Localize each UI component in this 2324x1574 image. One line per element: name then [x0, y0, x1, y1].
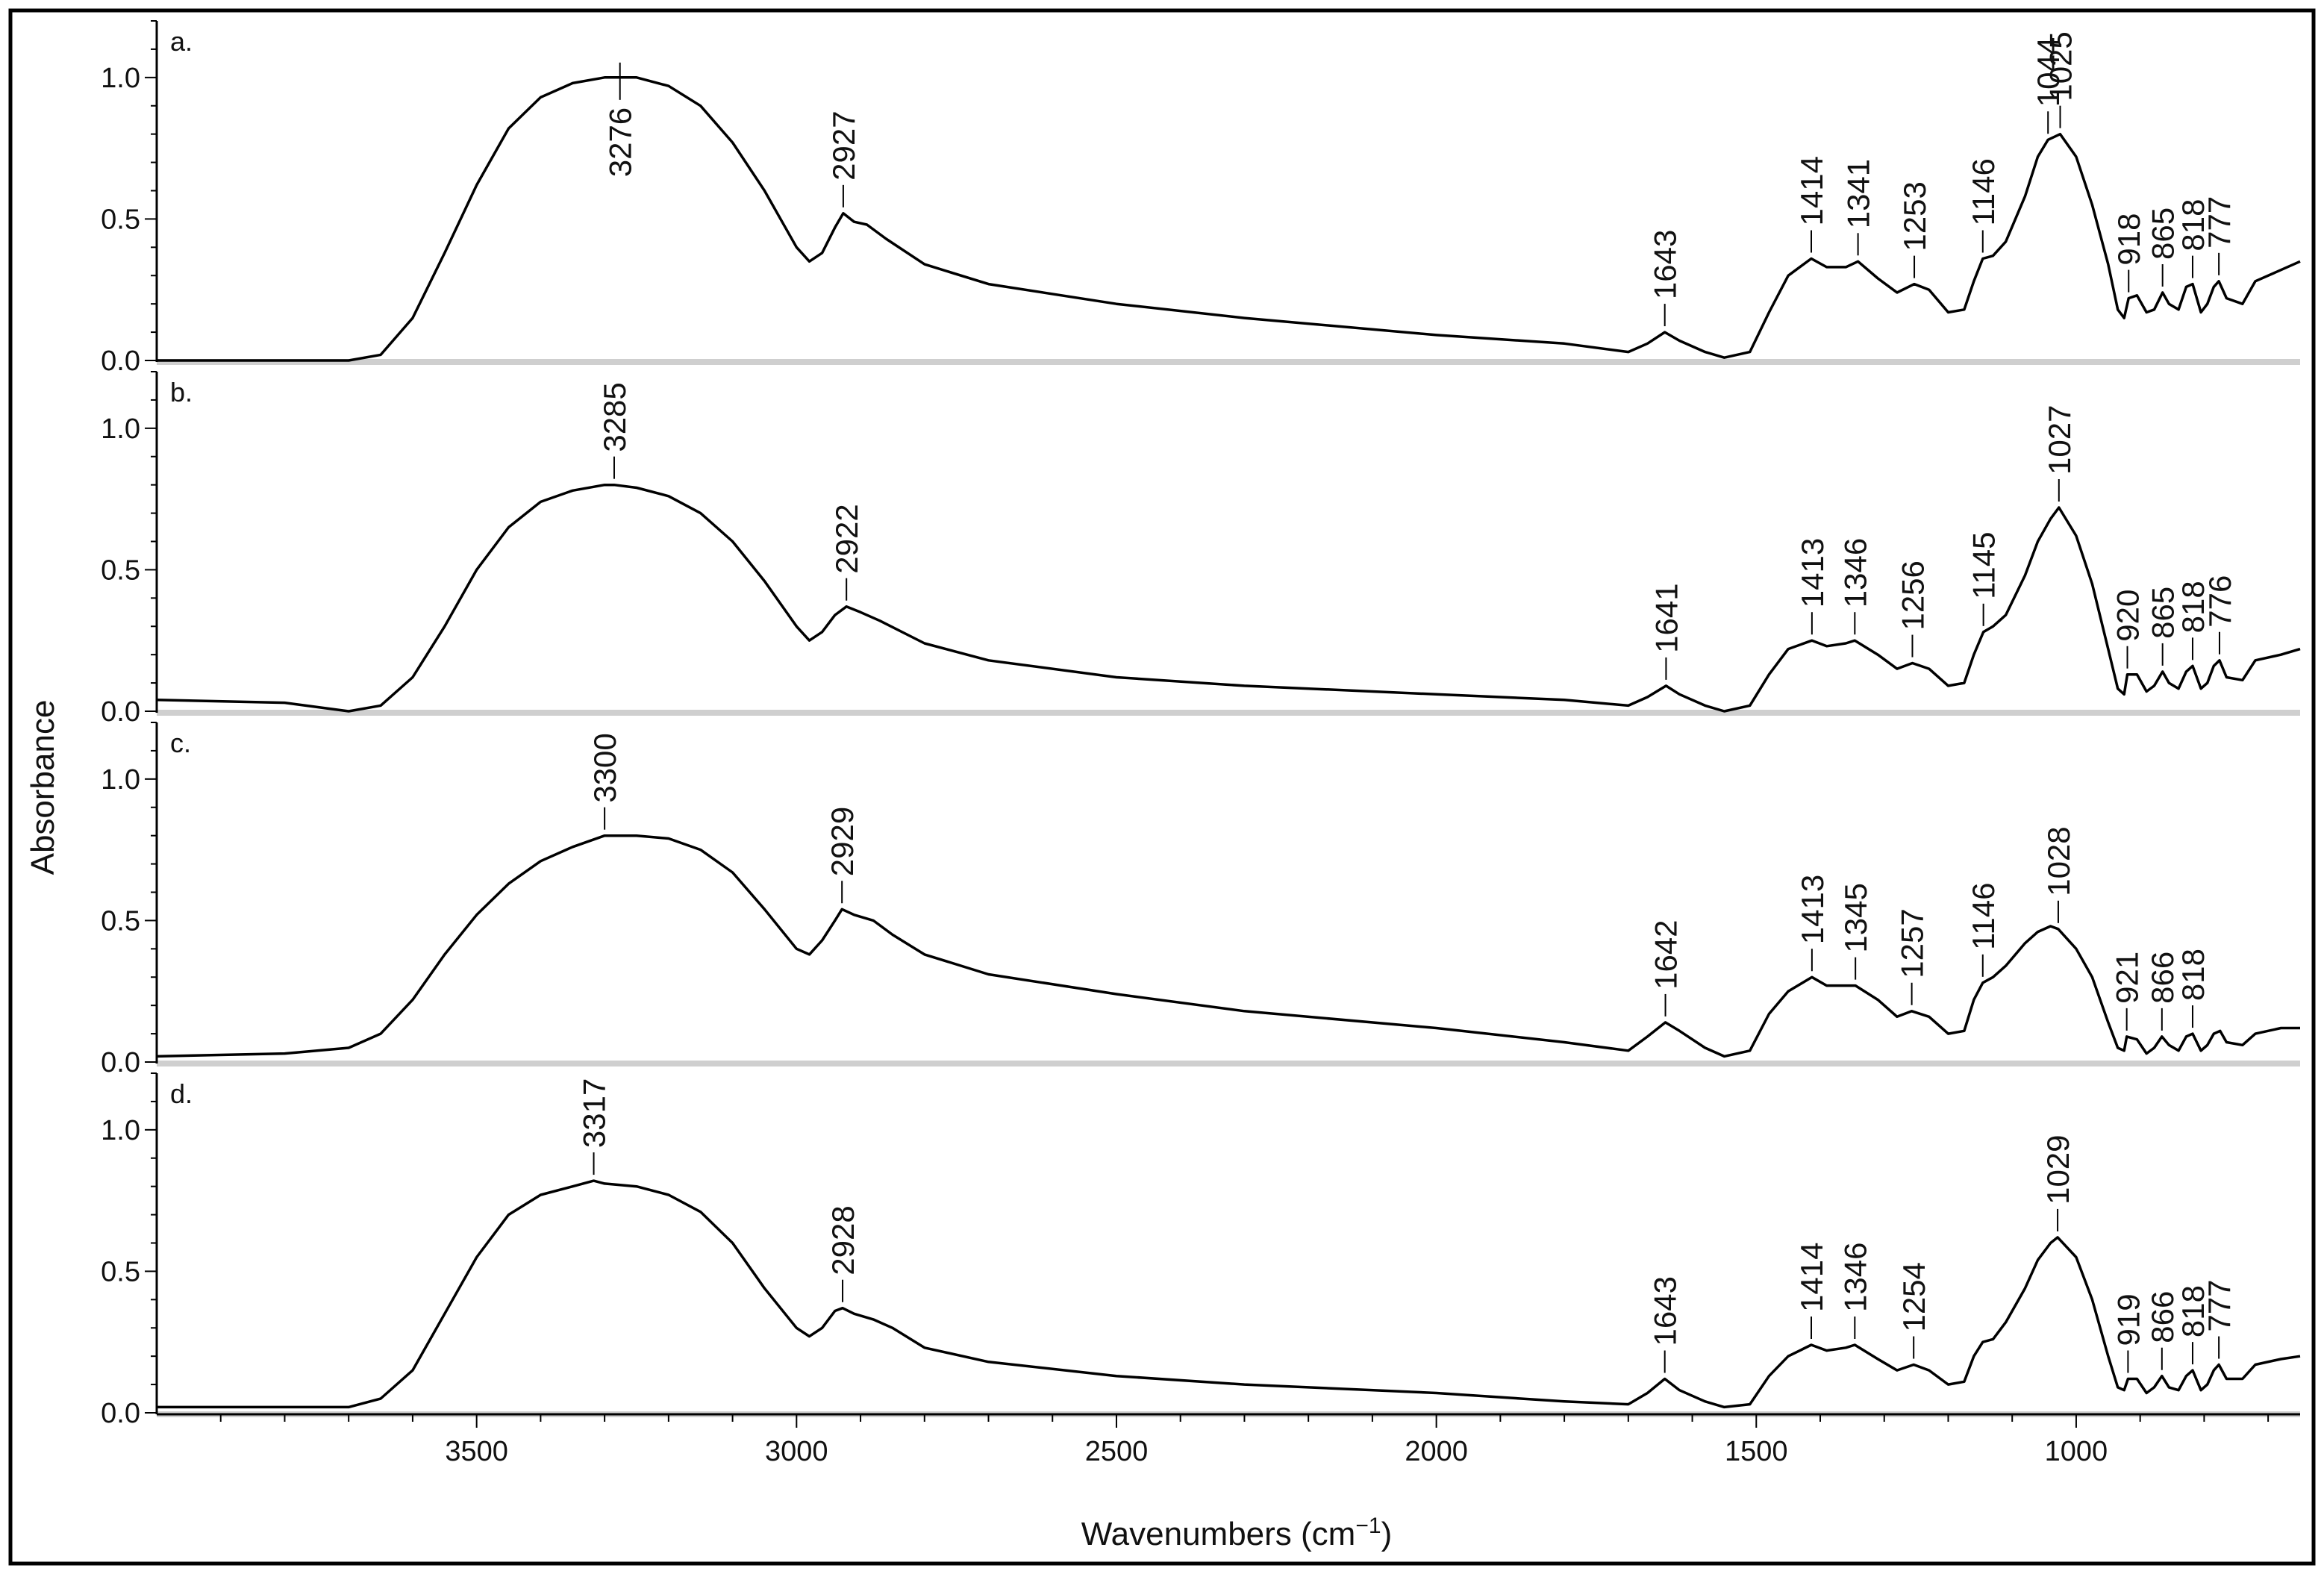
panel-tag: b. [170, 377, 193, 407]
spectra-panels: 0.0 0.5 1.0 a. 3276 2927 1643 1414 1341 1253 1146 1… [101, 20, 2301, 1429]
spectrum-line [156, 834, 2300, 1058]
peak-label: 818 [2175, 199, 2211, 252]
peak-label: 1257 [1895, 908, 1930, 978]
peak-label: 776 [2202, 575, 2237, 628]
peak-label: 777 [2202, 1279, 2237, 1331]
peak-label: 865 [2146, 207, 2181, 260]
x-tick-label: 2500 [1085, 1436, 1149, 1467]
peak-label: 3276 [603, 107, 638, 177]
peak-label: 1254 [1896, 1262, 1931, 1331]
spectrum-panel: 0.0 0.5 1.0 a. 3276 2927 1643 1414 1341 1253 1146 1… [101, 20, 2301, 377]
peak-label: 1341 [1841, 159, 1876, 228]
peak-label: 2922 [829, 504, 864, 573]
peak-label: 2927 [826, 110, 861, 180]
peak-label: 866 [2145, 1291, 2180, 1343]
peak-label: 818 [2175, 1285, 2211, 1337]
peak-label: 865 [2146, 587, 2181, 639]
peak-label: 3300 [587, 733, 622, 802]
peak-label: 1028 [2041, 826, 2076, 896]
y-tick-label: 0.5 [101, 905, 140, 937]
peak-label: 1346 [1837, 538, 1872, 608]
y-tick-label: 1.0 [101, 764, 140, 796]
peak-label: 1146 [1966, 158, 2001, 225]
peak-label: 1413 [1795, 538, 1830, 608]
figure-border [8, 8, 2316, 1566]
spectrum-line [156, 483, 2301, 713]
panel-tag: c. [170, 728, 191, 758]
peak-label: 1643 [1648, 1276, 1683, 1346]
spectrum-line [157, 1179, 2301, 1409]
x-tick-label: 3000 [765, 1436, 828, 1467]
peak-label: 2928 [825, 1205, 860, 1275]
x-axis-title-text: Wavenumbers (cm [1081, 1516, 1356, 1552]
spectrum-panel: 0.0 0.5 1.0 b. 3285 2922 1641 1413 1346 1256 1145 1… [101, 371, 2301, 728]
panel-tag: a. [170, 26, 193, 57]
x-axis-title-suffix: ) [1381, 1516, 1393, 1552]
y-tick-label: 1.0 [101, 63, 140, 94]
peak-label: 1641 [1649, 583, 1684, 652]
peak-label: 3285 [597, 382, 632, 452]
x-tick-label: 2000 [1405, 1436, 1468, 1467]
peak-label: 920 [2111, 590, 2146, 642]
x-axis: 3500 3000 2500 2000 1500 1000 [157, 1413, 2300, 1467]
peak-label: 1346 [1837, 1243, 1872, 1312]
peak-label: 866 [2145, 952, 2180, 1004]
peak-label: 1146 [1966, 883, 2001, 950]
peak-label: 1256 [1895, 560, 1930, 630]
peak-label: 2929 [825, 807, 860, 876]
peak-label: 1345 [1838, 883, 1873, 952]
y-tick-label: 0.0 [101, 1398, 140, 1429]
y-tick-label: 0.0 [101, 1047, 140, 1078]
peak-label: 1029 [2040, 1134, 2075, 1204]
spectrum-line [157, 76, 2301, 362]
y-tick-label: 1.0 [101, 413, 140, 445]
x-axis-title: Wavenumbers (cm−1) [1081, 1514, 1392, 1552]
peak-label: 1027 [2042, 405, 2077, 475]
peak-label: 1413 [1795, 875, 1830, 944]
peak-label: 1253 [1897, 181, 1932, 251]
peak-label: 818 [2175, 581, 2211, 633]
peak-label: 1044 [2031, 37, 2066, 107]
y-tick-label: 1.0 [101, 1115, 140, 1146]
panel-tag: d. [170, 1078, 193, 1109]
peak-label: 921 [2110, 952, 2145, 1004]
peak-label: 1025 [2043, 31, 2078, 101]
peak-label: 1145 [1967, 532, 2002, 599]
x-tick-label: 3500 [445, 1436, 508, 1467]
peak-label: 818 [2175, 949, 2211, 1001]
y-tick-label: 0.5 [101, 1256, 140, 1287]
x-axis-title-superscript: −1 [1355, 1514, 1381, 1538]
x-tick-label: 1000 [2045, 1436, 2108, 1467]
peak-label: 918 [2111, 213, 2146, 266]
peak-label: 3317 [577, 1078, 612, 1148]
peak-label: 777 [2202, 196, 2237, 249]
peak-label: 1414 [1794, 156, 1829, 225]
x-tick-label: 1500 [1725, 1436, 1788, 1467]
peak-label: 1642 [1649, 919, 1684, 989]
peak-label: 1414 [1794, 1243, 1829, 1312]
y-tick-label: 0.0 [101, 696, 140, 728]
spectrum-panel: 0.0 0.5 1.0 c. 3300 2929 1642 1413 1345 1257 1146 1… [101, 722, 2300, 1078]
peak-label: 919 [2111, 1293, 2146, 1346]
y-tick-label: 0.5 [101, 204, 140, 235]
y-axis-title: Absorbance [25, 700, 61, 875]
y-tick-label: 0.5 [101, 555, 140, 586]
peak-label: 1643 [1648, 230, 1683, 299]
y-tick-label: 0.0 [101, 346, 140, 377]
